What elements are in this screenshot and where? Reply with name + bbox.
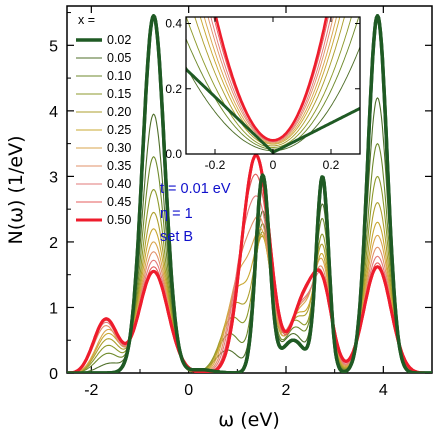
legend-label-0.20: 0.20 bbox=[107, 105, 131, 119]
x-tick-label: -2 bbox=[84, 382, 98, 399]
inset-x-tick-label: 0.2 bbox=[323, 158, 340, 172]
inset-axes: -0.2 0 0.2 0.0 0.2 0.4 bbox=[165, 16, 361, 172]
y-tick-label: 2 bbox=[49, 235, 58, 252]
main-axes: -2 0 2 4 0 1 2 3 4 5 bbox=[49, 5, 433, 399]
legend-label-0.30: 0.30 bbox=[107, 141, 131, 155]
inset-y-tick-label: 0.0 bbox=[165, 147, 182, 161]
annotations: t = 0.01 eV η = 1 set B bbox=[160, 181, 231, 245]
x-tick-label: 0 bbox=[184, 382, 193, 399]
inset-line-0.50 bbox=[214, 17, 328, 142]
legend-label-0.02: 0.02 bbox=[107, 33, 131, 47]
inset-line-0.40 bbox=[210, 17, 332, 143]
legend-title: x = bbox=[78, 13, 95, 27]
inset-y-tick-label: 0.2 bbox=[165, 82, 182, 96]
legend-label-0.05: 0.05 bbox=[107, 51, 131, 65]
legend-label-0.25: 0.25 bbox=[107, 123, 131, 137]
inset-line-0.20 bbox=[194, 17, 345, 147]
inset-y-tick-label: 0.4 bbox=[165, 17, 182, 31]
y-tick-label: 3 bbox=[49, 169, 58, 186]
legend-label-0.15: 0.15 bbox=[107, 87, 131, 101]
annotation-3: set B bbox=[160, 229, 193, 245]
x-axis-title: ω (eV) bbox=[218, 409, 279, 431]
annotation-1: t = 0.01 eV bbox=[160, 181, 231, 197]
inset-x-tick-label: 0 bbox=[270, 158, 277, 172]
inset-line-0.15 bbox=[186, 17, 352, 148]
annotation-2: η = 1 bbox=[160, 206, 193, 222]
legend-label-0.45: 0.45 bbox=[107, 195, 131, 209]
y-axis-title: N(ω) (1/eV) bbox=[5, 136, 27, 245]
main-series-group bbox=[67, 14, 432, 373]
legend-label-0.50: 0.50 bbox=[107, 213, 131, 227]
inset-x-tick-label: -0.2 bbox=[205, 158, 226, 172]
inset-line-0.35 bbox=[207, 17, 334, 143]
x-tick-label: 4 bbox=[379, 382, 388, 399]
legend-label-0.35: 0.35 bbox=[107, 159, 131, 173]
y-tick-label: 5 bbox=[49, 38, 58, 55]
x-tick-label: 2 bbox=[282, 382, 291, 399]
legend-label-0.40: 0.40 bbox=[107, 177, 131, 191]
plot-frame bbox=[66, 5, 433, 374]
legend: x = 0.02 0.05 0.10 0.15 0.20 0.25 0.30 0.35 0.40 0… bbox=[76, 13, 131, 227]
y-tick-label: 4 bbox=[49, 104, 58, 121]
legend-label-0.10: 0.10 bbox=[107, 69, 131, 83]
y-tick-label: 1 bbox=[49, 300, 58, 317]
inset-line-0.25 bbox=[199, 17, 341, 145]
inset-line-0.30 bbox=[203, 17, 337, 144]
y-tick-label: 0 bbox=[49, 366, 58, 383]
series-line-top-0.02 bbox=[67, 14, 432, 373]
